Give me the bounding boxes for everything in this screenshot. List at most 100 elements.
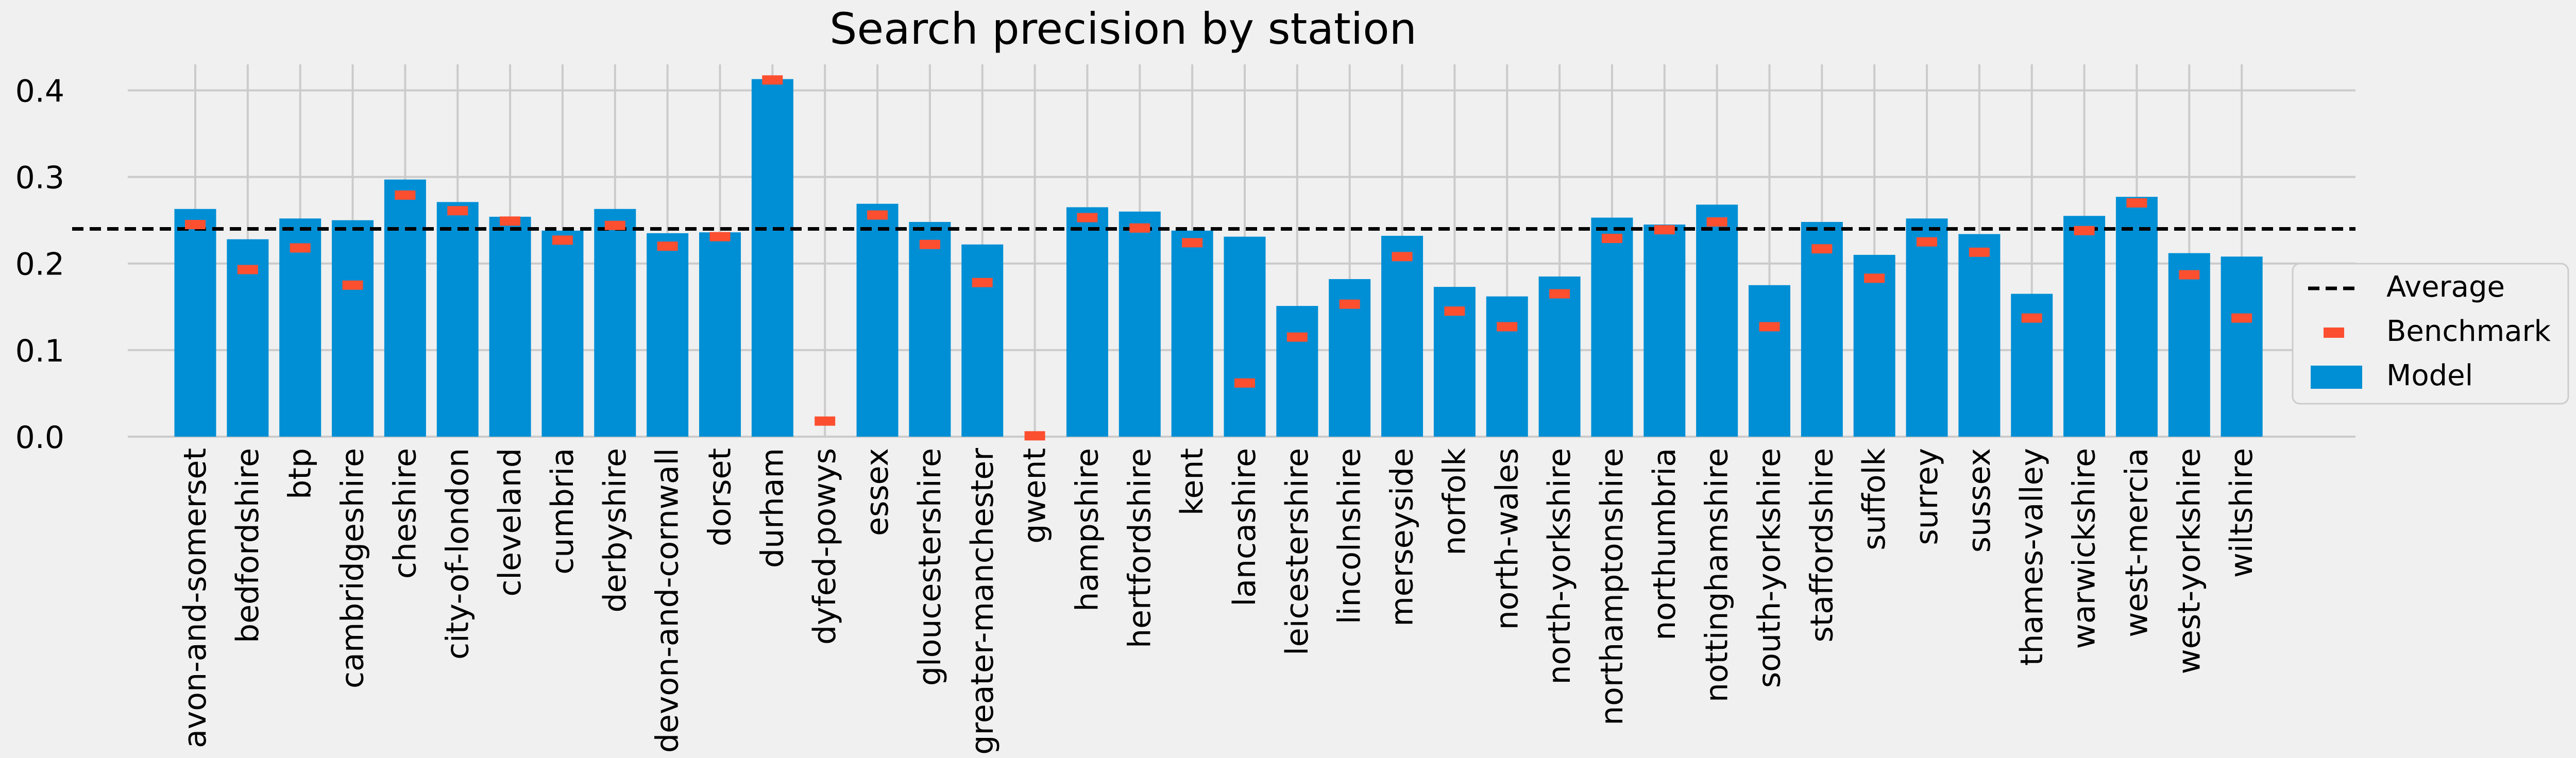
model-bar xyxy=(2168,253,2210,437)
benchmark-marker xyxy=(709,232,731,242)
x-tick-label: merseyside xyxy=(1384,448,1420,627)
benchmark-marker xyxy=(1497,322,1518,332)
model-bar xyxy=(1643,225,1686,437)
x-tick-label: surrey xyxy=(1909,448,1945,545)
x-tick-label: btp xyxy=(282,448,318,499)
x-tick-label: west-mercia xyxy=(2119,448,2155,638)
benchmark-marker xyxy=(2021,313,2042,323)
legend-average-label: Average xyxy=(2386,270,2505,304)
benchmark-marker xyxy=(1077,213,1098,222)
model-bar xyxy=(436,202,479,437)
x-tick-label: nottinghamshire xyxy=(1699,448,1735,702)
legend: Average Benchmark Model xyxy=(2292,263,2569,405)
benchmark-marker xyxy=(604,220,625,230)
benchmark-marker xyxy=(2126,198,2147,208)
x-tick-label: north-yorkshire xyxy=(1541,448,1578,684)
model-bar xyxy=(279,218,321,437)
model-bar xyxy=(1801,222,1843,437)
benchmark-marker xyxy=(657,242,678,251)
model-bar xyxy=(1171,230,1213,437)
y-tick-label: 0.4 xyxy=(15,73,64,109)
model-bar xyxy=(1066,207,1108,437)
model-bar xyxy=(856,203,899,437)
benchmark-marker xyxy=(1811,244,1833,254)
model-bar xyxy=(909,222,951,437)
x-tick-label: lincolnshire xyxy=(1332,448,1368,624)
benchmark-marker xyxy=(1444,306,1465,316)
x-tick-label: norfolk xyxy=(1436,448,1472,556)
y-tick-label: 0.2 xyxy=(15,247,64,283)
model-bar xyxy=(1696,204,1738,437)
chart-title: Search precision by station xyxy=(829,4,1417,54)
x-tick-label: warwickshire xyxy=(2066,448,2103,649)
model-bar xyxy=(1853,254,1895,437)
benchmark-marker xyxy=(1864,273,1885,283)
model-bar xyxy=(1381,235,1423,437)
x-tick-label: city-of-london xyxy=(439,448,476,660)
model-bar xyxy=(961,244,1004,437)
model-bar xyxy=(1591,217,1633,437)
x-tick-label: dyfed-powys xyxy=(807,448,843,645)
benchmark-marker xyxy=(447,206,468,216)
model-bar xyxy=(384,179,426,437)
benchmark-marker xyxy=(1706,217,1727,227)
model-bar xyxy=(2221,256,2263,437)
benchmark-marker xyxy=(290,243,311,253)
benchmark-marker xyxy=(1182,238,1203,248)
x-tick-label: northamptonshire xyxy=(1594,448,1630,726)
benchmark-marker-layer xyxy=(185,75,2252,441)
model-bar xyxy=(1749,285,1790,437)
benchmark-marker xyxy=(1339,299,1360,309)
model-bar xyxy=(594,209,636,437)
model-bar xyxy=(1538,276,1581,437)
model-bar xyxy=(699,232,741,437)
bar-layer xyxy=(174,79,2263,437)
benchmark-marker xyxy=(552,235,573,245)
x-tick-label: wiltshire xyxy=(2224,448,2260,578)
x-tick-label: lancashire xyxy=(1227,448,1263,606)
model-bar xyxy=(647,233,689,437)
x-tick-label: west-yorkshire xyxy=(2171,448,2207,674)
benchmark-marker xyxy=(1234,378,1255,388)
benchmark-marker xyxy=(395,190,416,200)
x-tick-label: leicestershire xyxy=(1279,448,1315,656)
x-tick-label: devon-and-cornwall xyxy=(650,448,686,753)
x-tick-label: hampshire xyxy=(1069,448,1105,612)
benchmark-marker xyxy=(867,210,888,220)
x-tick-label: north-wales xyxy=(1489,448,1525,630)
x-tick-label: dorset xyxy=(702,448,738,546)
model-bar xyxy=(332,220,374,437)
x-tick-label: staffordshire xyxy=(1804,448,1840,643)
y-tick-label: 0.3 xyxy=(15,160,64,196)
model-bar xyxy=(2063,216,2106,437)
legend-model-swatch xyxy=(2311,366,2362,389)
model-bar xyxy=(489,216,531,437)
x-tick-label: bedfordshire xyxy=(230,448,266,643)
model-bar xyxy=(1958,234,2001,437)
legend-benchmark-label: Benchmark xyxy=(2386,315,2551,348)
model-bar xyxy=(174,209,216,437)
benchmark-marker xyxy=(342,280,363,290)
benchmark-marker xyxy=(762,75,783,85)
x-tick-label: cleveland xyxy=(492,448,528,597)
y-tick-label: 0.1 xyxy=(15,333,64,369)
benchmark-marker xyxy=(1654,225,1675,235)
x-tick-label: kent xyxy=(1174,448,1210,515)
x-tick-label: cumbria xyxy=(545,448,581,575)
legend-model-label: Model xyxy=(2386,359,2473,392)
x-tick-label: avon-and-somerset xyxy=(177,448,213,748)
x-tick-label: northumbria xyxy=(1647,448,1683,641)
x-tick-label: thames-valley xyxy=(2014,448,2050,666)
x-tick-label: south-yorkshire xyxy=(1752,448,1788,688)
model-bar xyxy=(1276,306,1318,437)
benchmark-marker xyxy=(2074,226,2095,235)
benchmark-marker xyxy=(185,220,206,230)
model-bar xyxy=(1224,236,1266,437)
model-bar xyxy=(751,79,793,437)
model-bar xyxy=(541,230,584,437)
benchmark-marker xyxy=(1969,247,1990,257)
x-axis: avon-and-somerset bedfordshire btp cambridg… xyxy=(177,448,2260,755)
x-tick-label: cambridgeshire xyxy=(335,448,371,688)
benchmark-marker xyxy=(1601,233,1622,243)
